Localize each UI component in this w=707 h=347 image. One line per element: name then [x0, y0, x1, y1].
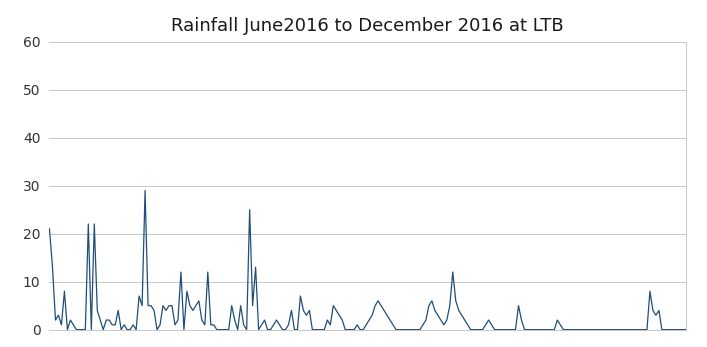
Title: Rainfall June2016 to December 2016 at LTB: Rainfall June2016 to December 2016 at LT… [171, 17, 564, 35]
